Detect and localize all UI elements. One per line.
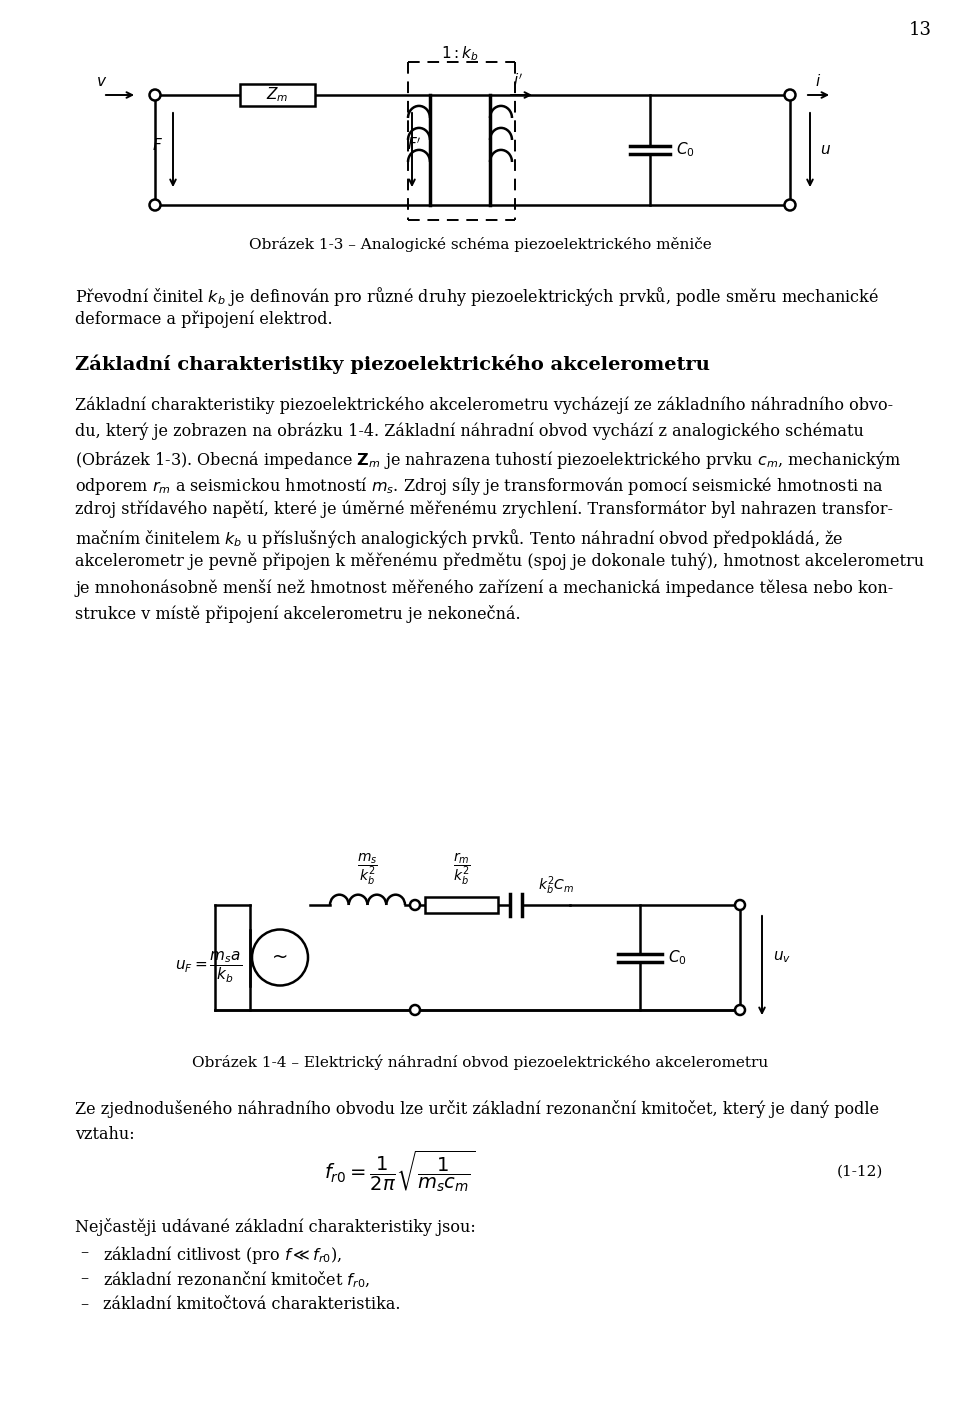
Text: mačním činitelem $k_b$ u příslušných analogických prvků. Tento náhradní obvod př: mačním činitelem $k_b$ u příslušných ana… [75, 527, 844, 550]
Text: odporem $r_m$ a seismickou hmotností $m_s$. Zdroj síly je transformován pomocí s: odporem $r_m$ a seismickou hmotností $m_… [75, 475, 884, 497]
Text: –: – [80, 1270, 88, 1286]
Text: $v$: $v$ [96, 75, 108, 89]
Text: $\dfrac{r_m}{k_b^2}$: $\dfrac{r_m}{k_b^2}$ [453, 851, 470, 888]
Text: $C_0$: $C_0$ [676, 141, 695, 159]
Text: –: – [80, 1296, 88, 1313]
Circle shape [784, 200, 796, 210]
Text: $\dfrac{m_s}{k_b^2}$: $\dfrac{m_s}{k_b^2}$ [357, 851, 378, 888]
Circle shape [410, 900, 420, 910]
Text: Obrázek 1-3 – Analogické schéma piezoelektrického měniče: Obrázek 1-3 – Analogické schéma piezoele… [249, 238, 711, 252]
Text: Převodní činitel $k_b$ je definován pro různé druhy piezoelektrických prvků, pod: Převodní činitel $k_b$ je definován pro … [75, 285, 879, 309]
Text: je mnohonásobně menší než hmotnost měřeného zařízení a mechanická impedance těle: je mnohonásobně menší než hmotnost měřen… [75, 579, 893, 597]
Text: $u$: $u$ [820, 142, 831, 156]
Circle shape [150, 90, 160, 100]
Circle shape [735, 900, 745, 910]
Text: $u_v$: $u_v$ [773, 950, 791, 965]
Text: –: – [80, 1244, 88, 1261]
Text: (Obrázek 1-3). Obecná impedance $\mathbf{Z}_m$ je nahrazena tuhostí piezoelektri: (Obrázek 1-3). Obecná impedance $\mathbf… [75, 449, 901, 471]
Text: Nejčastěji udávané základní charakteristiky jsou:: Nejčastěji udávané základní charakterist… [75, 1217, 476, 1236]
Text: základní citlivost (pro $f \ll f_{r0}$),: základní citlivost (pro $f \ll f_{r0}$), [103, 1244, 342, 1267]
Text: $i'$: $i'$ [513, 73, 523, 89]
Circle shape [410, 1005, 420, 1014]
Text: zdroj střídavého napětí, které je úměrné měřenému zrychlení. Transformátor byl n: zdroj střídavého napětí, které je úměrné… [75, 502, 893, 519]
Text: $k_b^2 C_m$: $k_b^2 C_m$ [538, 875, 574, 898]
Circle shape [735, 1005, 745, 1014]
Text: základní kmitočtová charakteristika.: základní kmitočtová charakteristika. [103, 1296, 400, 1313]
Text: $1{:}k_b$: $1{:}k_b$ [441, 45, 479, 63]
Text: $F'$: $F'$ [407, 137, 422, 154]
Text: ~: ~ [272, 948, 288, 967]
Text: $F$: $F$ [152, 137, 163, 154]
Text: Ze zjednodušeného náhradního obvodu lze určit základní rezonanční kmitočet, kter: Ze zjednodušeného náhradního obvodu lze … [75, 1100, 879, 1117]
Text: základní rezonanční kmitočet $f_{r0}$,: základní rezonanční kmitočet $f_{r0}$, [103, 1270, 371, 1291]
Text: Základní charakteristiky piezoelektrického akcelerometru vycházejí ze základního: Základní charakteristiky piezoelektrické… [75, 397, 893, 414]
Text: $u_F = \dfrac{m_s a}{k_b}$: $u_F = \dfrac{m_s a}{k_b}$ [175, 950, 242, 985]
Text: $Z_m$: $Z_m$ [266, 86, 289, 104]
Text: vztahu:: vztahu: [75, 1126, 134, 1143]
Text: akcelerometr je pevně připojen k měřenému předmětu (spoj je dokonale tuhý), hmot: akcelerometr je pevně připojen k měřeném… [75, 552, 924, 571]
Text: strukce v místě připojení akcelerometru je nekonečná.: strukce v místě připojení akcelerometru … [75, 604, 520, 623]
Text: 13: 13 [908, 21, 931, 39]
Text: $C_0$: $C_0$ [668, 948, 686, 967]
Circle shape [252, 930, 308, 985]
Bar [425, 898, 498, 913]
Circle shape [150, 200, 160, 210]
Text: $f_{r0} = \dfrac{1}{2\pi}\sqrt{\dfrac{1}{m_s c_m}}$: $f_{r0} = \dfrac{1}{2\pi}\sqrt{\dfrac{1}… [324, 1148, 475, 1195]
Text: du, který je zobrazen na obrázku 1-4. Základní náhradní obvod vychází z analogic: du, který je zobrazen na obrázku 1-4. Zá… [75, 423, 864, 441]
Text: (1-12): (1-12) [837, 1165, 883, 1179]
Text: deformace a připojení elektrod.: deformace a připojení elektrod. [75, 311, 332, 328]
Bar [240, 85, 315, 106]
Circle shape [784, 90, 796, 100]
Text: Obrázek 1-4 – Elektrický náhradní obvod piezoelektrického akcelerometru: Obrázek 1-4 – Elektrický náhradní obvod … [192, 1054, 768, 1069]
Text: $i$: $i$ [815, 73, 821, 89]
Text: Základní charakteristiky piezoelektrického akcelerometru: Základní charakteristiky piezoelektrické… [75, 355, 709, 375]
